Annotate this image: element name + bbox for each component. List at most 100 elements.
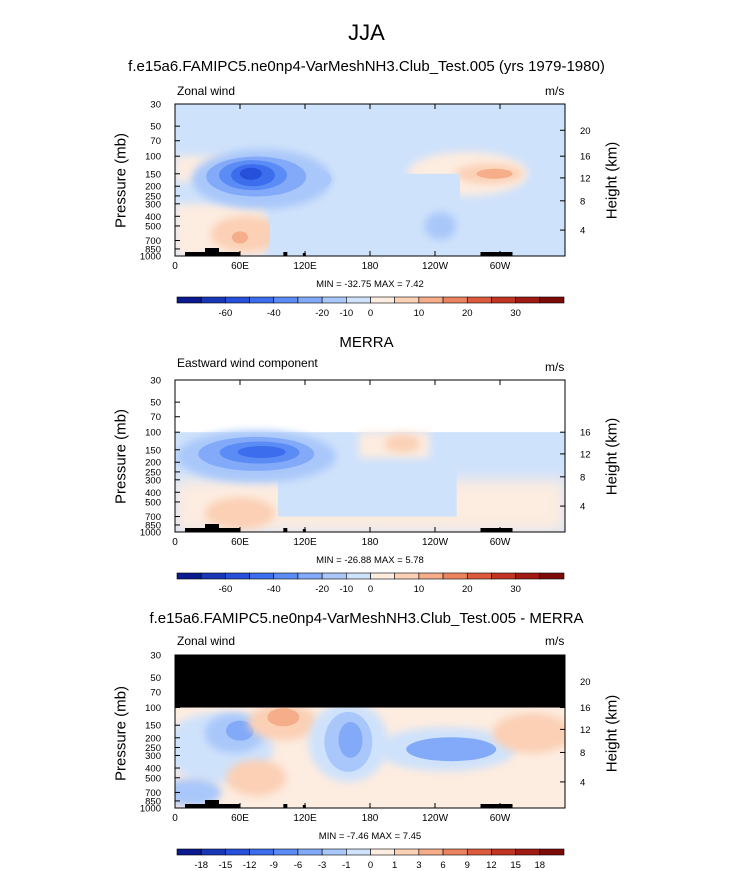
panel-2-ylabel: Pressure (mb) [112,408,130,505]
panel-3-colorbar-box [418,848,444,856]
panel-2-easterly-core [237,446,286,459]
panel-3-y-tick-label: 1000 [140,804,161,815]
panel-1-colorbar-box [346,296,371,304]
panel-2-y-tick-label: 70 [150,412,161,423]
panel-2-height-tick-label: 12 [580,449,591,460]
panel-2-x-tick-label: 60E [231,537,249,548]
panel-1-land-island [283,252,288,256]
panel-1-x-tick-label: 60E [231,261,249,272]
panel-2-x-tick-label: 60W [490,537,511,548]
panel-3-neg-low-west [175,778,222,807]
panel-1-y-tick-label: 200 [145,182,161,193]
panel-1-colorbar-box [442,296,468,304]
figure-title: JJA [348,20,385,45]
panel-2-colorbar-label: 10 [414,584,425,595]
panel-3-colorbar-box [249,848,275,856]
panel-3-y-tick-label: 300 [145,751,161,762]
panel-2-y-tick-label: 300 [145,475,161,486]
panel-3-colorbar-label: 15 [510,860,521,871]
panel-2-y-tick-label: 250 [145,467,161,478]
panel-3-neg-dateline-core [338,721,363,758]
panel-1-colorbar-box [297,296,323,304]
panel-1-height-tick-label: 20 [580,126,591,137]
panel-3-colorbar-label: 0 [368,860,373,871]
panel-3-ylabel: Pressure (mb) [112,685,130,782]
panel-3-x-tick-label: 120W [422,813,449,824]
panel-3-colorbar-box [442,848,468,856]
panel-1-height-tick-label: 4 [580,226,585,237]
panel-2-colorbar-box [273,572,299,580]
panel-1-colorbar-label: 10 [414,308,425,319]
panel-1-y-tick-label: 70 [150,136,161,147]
panel-3-x-tick-label: 120E [293,813,317,824]
panel-3-colorbar-label: -9 [270,860,278,871]
panel-3-y-tick-label: 100 [145,703,161,714]
panel-1-colorbar-box [249,296,275,304]
panel-2-land-highlands [205,524,219,532]
panel-1-colorbar-box [370,296,395,304]
panel-2-x-tick-label: 120W [422,537,449,548]
panel-3-land-island [283,804,288,808]
panel-3-height-tick-label: 12 [580,725,591,736]
panel-1-min-max: MIN = -32.75 MAX = 7.42 [316,279,424,290]
panel-1-land-america [480,252,513,256]
panel-2-colorbar-box [515,572,541,580]
panel-2-westerly-low [205,497,275,530]
panel-1-colorbar-label: -60 [219,308,233,319]
panel-1-colorbar-box [321,296,347,304]
panel-1-ylabel: Pressure (mb) [112,132,130,229]
panel-3-colorbar-label: -15 [219,860,233,871]
panel-1-field [175,104,565,256]
panel-2-colorbar-box [466,572,492,580]
panel-2-colorbar-box [370,572,395,580]
panel-3-x-tick-label: 60E [231,813,249,824]
panel-1-colorbar-box [491,296,516,304]
panel-1-westerly-max-core [476,168,513,179]
panel-2-colorbar-box [200,572,226,580]
panel-1-y-tick-label: 30 [150,100,161,111]
panel-3-min-max: MIN = -7.46 MAX = 7.45 [318,831,422,842]
panel-1-colorbar-box [176,296,202,304]
panel-3-y-tick-label: 200 [145,733,161,744]
panel-1-colorbar-box [273,296,299,304]
panel-2-min-max: MIN = -26.88 MAX = 5.78 [316,555,424,566]
panel-2-colorbar-box [442,572,468,580]
panel-2-y-tick-label: 400 [145,488,161,499]
panel-3-colorbar-box [346,848,371,856]
panel-3-colorbar-box [491,848,516,856]
panel-1-colorbar-label: -20 [315,308,329,319]
panel-3-units: m/s [545,634,565,648]
panel-3-pos-east [492,713,565,754]
panel-1-x-tick-label: 0 [172,261,178,272]
panel-1-colorbar-box [539,296,565,304]
panel-3-colorbar-box [394,848,420,856]
panel-1-colorbar-box [515,296,541,304]
panel-3-colorbar-label: 18 [535,860,546,871]
panel-2-height-tick-label: 16 [580,428,591,439]
panel-2-colorbar-label: -60 [219,584,233,595]
panel-2-y-tick-label: 500 [145,497,161,508]
panel-3-title: f.e15a6.FAMIPC5.ne0np4-VarMeshNH3.Club_T… [149,610,584,627]
panel-1-y-tick-label: 700 [145,236,161,247]
panel-3-colorbar-label: 1 [392,860,397,871]
panel-3-colorbar-label: 3 [416,860,421,871]
panel-2-height-tick-label: 4 [580,502,585,513]
panel-2-variable-label: Eastward wind component [177,356,318,370]
panel-1-variable-label: Zonal wind [177,84,236,98]
panel-3-height-tick-label: 16 [580,703,591,714]
panel-3-colorbar-label: -3 [318,860,326,871]
panel-1-colorbar-label: 30 [510,308,521,319]
panel-1-colorbar-label: -40 [267,308,281,319]
panel-1-y-tick-label: 400 [145,212,161,223]
panel-3-neg-west-core [226,720,254,741]
panel-1-y-tick-label: 1000 [140,252,161,263]
panel-2-y-tick-label: 200 [145,458,161,469]
panel-2-colorbar-box [418,572,444,580]
panel-1-height-tick-label: 16 [580,152,591,163]
panel-1-x-tick-label: 120E [293,261,317,272]
panel-1-colorbar-label: 0 [368,308,373,319]
panel-1-land-island-2 [302,253,306,256]
panel-2-colorbar-label: -10 [339,584,353,595]
panel-3-y-tick-label: 250 [145,743,161,754]
